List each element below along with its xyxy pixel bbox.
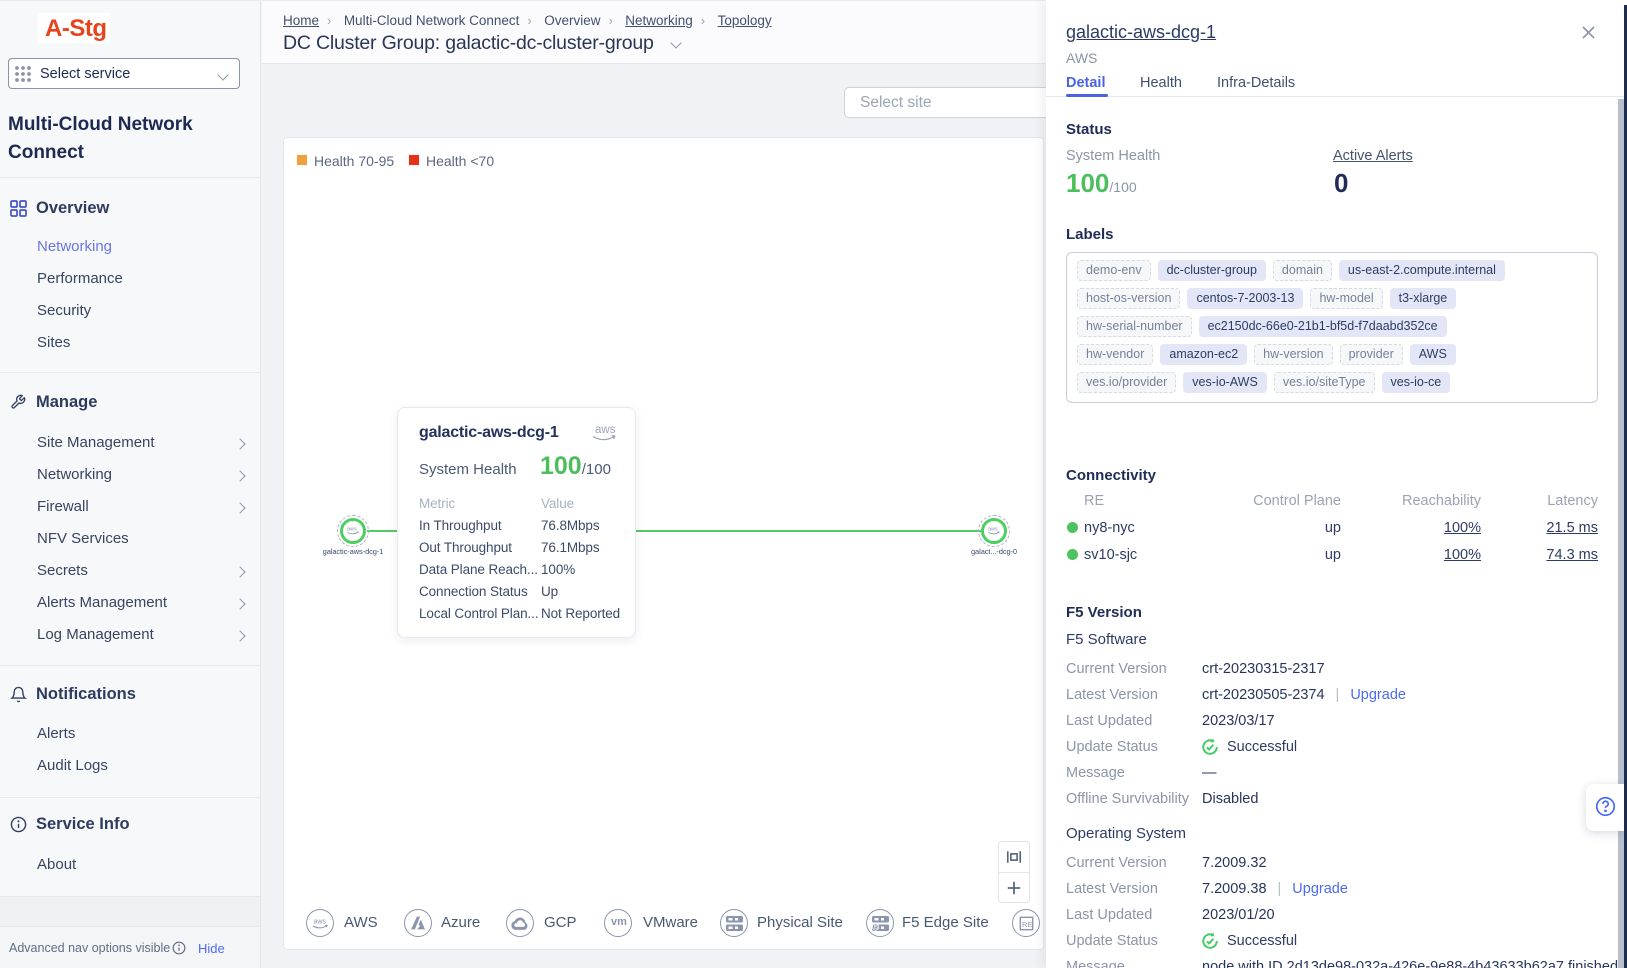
svg-text:aws: aws: [595, 424, 616, 436]
svg-text:aws: aws: [988, 527, 998, 533]
svg-text:aws: aws: [347, 527, 357, 533]
svg-text:RE: RE: [1022, 920, 1032, 929]
svg-text:f5: f5: [874, 925, 879, 931]
svg-text:aws: aws: [314, 919, 327, 926]
